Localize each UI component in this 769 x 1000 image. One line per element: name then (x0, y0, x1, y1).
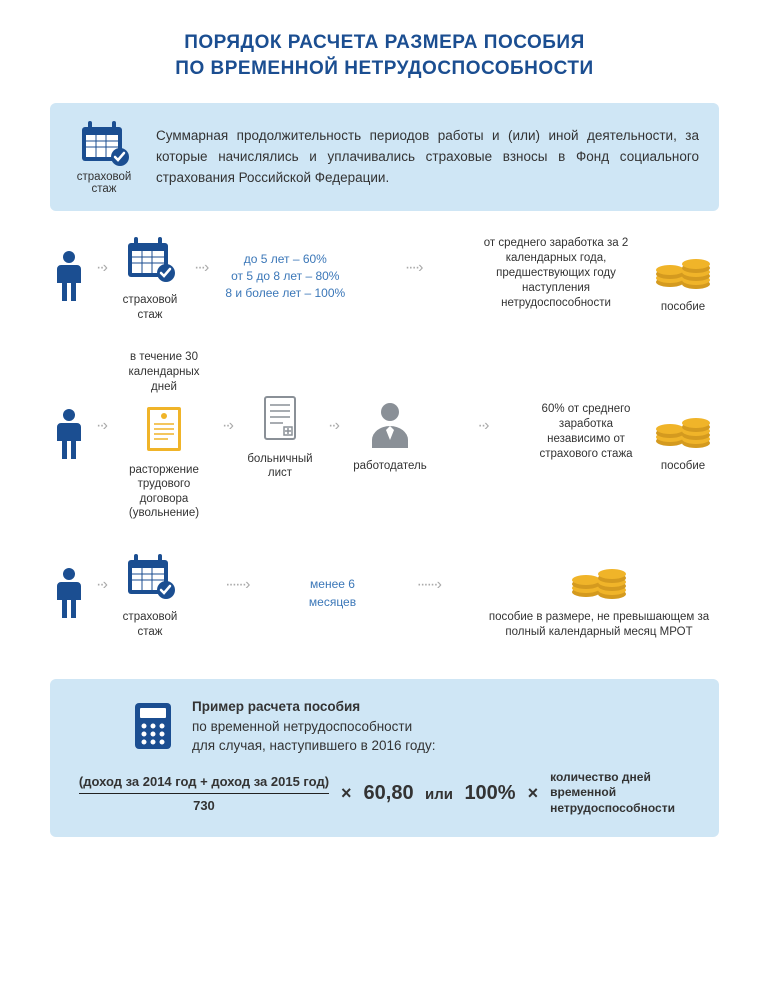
row3-mid-text: менее 6 месяцев (288, 576, 378, 611)
row2-employer-label: работодатель (353, 459, 427, 473)
calendar-check-icon (124, 231, 176, 287)
formula-numerator: (доход за 2014 год + доход за 2015 год) (79, 774, 329, 793)
row2-sheet-label: больничный лист (240, 452, 320, 481)
arrow-icon: ······› (192, 576, 282, 594)
row2-doc-above: в течение 30 календарных дней (114, 350, 214, 395)
intro-icon-label: страховой стаж (70, 171, 138, 195)
formula-line: (доход за 2014 год + доход за 2015 год) … (72, 770, 697, 817)
arrow-icon: ··› (94, 576, 108, 594)
arrow-icon: ··› (440, 417, 525, 435)
row3-coin-label: пособие в размере, не превышающем за пол… (479, 610, 719, 639)
mult-sign: × (341, 783, 352, 804)
formula-final: количество дней временной нетрудоспособн… (550, 770, 690, 817)
mult-sign: × (528, 783, 539, 804)
arrow-icon: ······› (384, 576, 474, 594)
formula-denominator: 730 (193, 794, 215, 813)
formula-title-line: Пример расчета пособия (192, 697, 436, 717)
arrow-icon: ····› (361, 259, 465, 277)
formula-fraction: (доход за 2014 год + доход за 2015 год) … (79, 774, 329, 813)
intro-box: страховой стаж Суммарная продолжительнос… (50, 103, 719, 211)
flow-row-3: ··› страховой стаж ······› (50, 548, 719, 639)
formula-title-line: по временной нетрудоспособности (192, 717, 436, 737)
coins-icon (570, 548, 628, 604)
formula-title-line: для случая, наступившего в 2016 году: (192, 736, 436, 756)
calculator-icon (132, 700, 174, 752)
document-icon (144, 401, 184, 457)
row2-doc-label: расторжение трудового договора (увольнен… (114, 463, 214, 521)
row1-percent-lines: до 5 лет – 60% от 5 до 8 лет – 80% 8 и б… (225, 251, 345, 303)
sick-leave-icon (263, 390, 297, 446)
arrow-icon: ··› (94, 417, 108, 435)
arrow-icon: ···› (192, 259, 209, 277)
arrow-icon: ··› (326, 417, 340, 435)
row1-coin-label: пособие (661, 300, 705, 314)
page-title: ПОРЯДОК РАСЧЕТА РАЗМЕРА ПОСОБИЯ ПО ВРЕМЕ… (50, 30, 719, 81)
flow-row-1: ··› страховой стаж ···› (50, 231, 719, 322)
formula-title: Пример расчета пособия по временной нетр… (192, 697, 436, 756)
row1-calendar-label: страховой стаж (114, 293, 186, 322)
person-icon (55, 407, 83, 463)
row3-calendar-label: страховой стаж (114, 610, 186, 639)
employer-icon (368, 397, 412, 453)
pct-line: до 5 лет – 60% (225, 251, 345, 268)
formula-pct2: 100% (464, 782, 515, 804)
person-icon (55, 566, 83, 622)
coins-icon (654, 397, 712, 453)
pct-line: 8 и более лет – 100% (225, 285, 345, 302)
row1-above-coin: от среднего заработка за 2 календарных г… (474, 236, 639, 311)
pct-line: от 5 до 8 лет – 80% (225, 268, 345, 285)
calendar-check-icon (78, 119, 130, 167)
formula-box: Пример расчета пособия по временной нетр… (50, 679, 719, 836)
formula-or: или (425, 786, 453, 803)
title-line-1: ПОРЯДОК РАСЧЕТА РАЗМЕРА ПОСОБИЯ (50, 30, 719, 56)
arrow-icon: ··› (94, 259, 108, 277)
intro-text: Суммарная продолжительность периодов раб… (156, 126, 699, 189)
title-line-2: ПО ВРЕМЕННОЙ НЕТРУДОСПОСОБНОСТИ (50, 56, 719, 82)
row2-above-coin: 60% от среднего заработка независимо от … (531, 402, 641, 462)
person-icon (55, 249, 83, 305)
row2-coin-label: пособие (661, 459, 705, 473)
flow-row-2: ··› в течение 30 календарных дней растор… (50, 350, 719, 520)
calendar-check-icon (124, 548, 176, 604)
coins-icon (654, 238, 712, 294)
formula-pct1: 60,80 (364, 782, 414, 804)
arrow-icon: ··› (220, 417, 234, 435)
